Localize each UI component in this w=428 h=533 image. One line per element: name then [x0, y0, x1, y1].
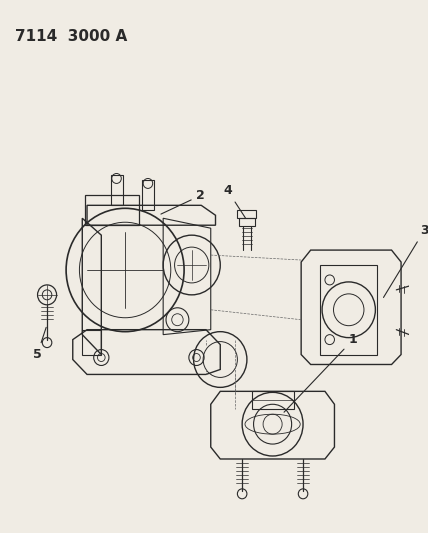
Text: 7114  3000 A: 7114 3000 A: [15, 29, 127, 44]
Bar: [239, 218, 255, 226]
Text: 2: 2: [161, 189, 205, 214]
Bar: [238, 211, 256, 218]
Bar: [252, 391, 294, 409]
Text: 5: 5: [33, 327, 46, 361]
Text: 3: 3: [383, 224, 428, 297]
Text: 1: 1: [284, 333, 357, 412]
Bar: [320, 265, 377, 354]
Text: 4: 4: [223, 184, 245, 218]
